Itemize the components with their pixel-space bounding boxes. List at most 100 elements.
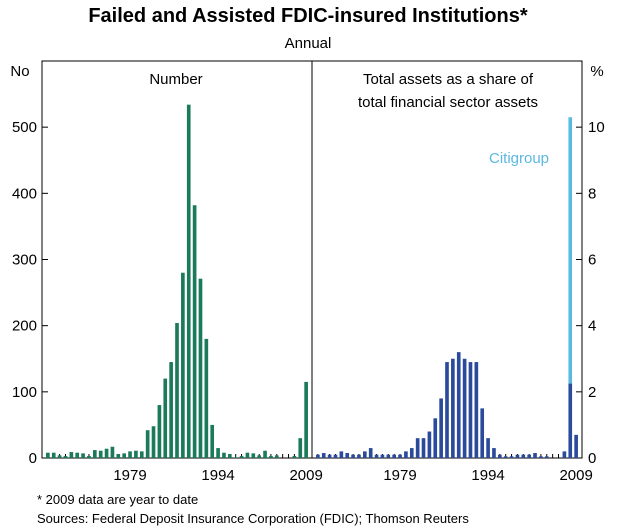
- left-bar-1980: [134, 450, 138, 458]
- right-panel-title-line-2: total financial sector assets: [358, 94, 538, 111]
- right-bar-2008: [568, 383, 573, 458]
- citigroup-bar-2008: [568, 117, 573, 384]
- left-bar-1969: [69, 452, 74, 458]
- left-y-tick-label: 200: [12, 318, 37, 335]
- left-bar-2004: [274, 455, 279, 458]
- left-y-tick-label: 300: [12, 252, 37, 269]
- left-bar-1975: [104, 448, 109, 458]
- right-y-axis: 0 2 4 6 8 10: [576, 119, 605, 467]
- right-bar-1999: [515, 454, 520, 458]
- right-bar-1977: [386, 454, 391, 458]
- right-bar-2001: [527, 454, 531, 458]
- right-x-tick-label: 2009: [559, 467, 592, 484]
- citigroup-annotation: Citigroup: [489, 150, 549, 167]
- right-bar-2007: [562, 451, 567, 458]
- sources: Sources: Federal Deposit Insurance Corpo…: [37, 511, 469, 526]
- right-bar-1972: [357, 454, 361, 458]
- right-bar-1966: [321, 453, 326, 458]
- right-bar-1994: [486, 438, 490, 458]
- left-y-tick-label: 500: [12, 119, 37, 136]
- left-bar-1988: [181, 272, 185, 458]
- left-bar-1976: [110, 446, 115, 458]
- left-bar-1979: [128, 451, 132, 458]
- left-y-axis: 0 100 200 300 400 500: [12, 119, 48, 467]
- right-y-tick-label: 10: [588, 119, 605, 136]
- right-bar-series: [316, 117, 578, 458]
- right-y-tick-label: 0: [588, 450, 596, 467]
- left-bar-1973: [93, 450, 97, 458]
- left-bar-1984: [157, 405, 162, 458]
- right-bar-2000: [521, 454, 526, 458]
- right-panel-title-line-1: Total assets as a share of: [363, 71, 534, 88]
- chart-title: Failed and Assisted FDIC-insured Institu…: [88, 5, 528, 27]
- left-y-tick-label: 400: [12, 185, 37, 202]
- left-bar-1971: [81, 453, 85, 458]
- left-bar-1998: [239, 456, 244, 458]
- right-bar-1989: [456, 352, 461, 458]
- right-bar-1965: [316, 454, 320, 458]
- left-bar-1986: [169, 362, 173, 458]
- right-bar-2002: [533, 453, 537, 458]
- right-bar-2009: [574, 434, 578, 458]
- left-bar-1992: [204, 338, 209, 458]
- right-bar-1975: [374, 454, 379, 458]
- left-bar-2000: [251, 453, 256, 458]
- left-bar-2001: [257, 455, 261, 458]
- left-x-tick-label: 2009: [289, 467, 322, 484]
- right-x-tick-label: 1994: [471, 467, 504, 484]
- left-bar-1972: [87, 456, 91, 458]
- left-bar-1999: [245, 452, 250, 458]
- right-bar-1993: [480, 408, 485, 458]
- right-bar-1983: [421, 438, 426, 458]
- left-bar-1977: [116, 454, 121, 458]
- right-bar-1990: [462, 358, 467, 458]
- right-bar-1981: [409, 448, 414, 458]
- right-bar-1997: [503, 456, 508, 458]
- left-bar-1966: [51, 452, 56, 458]
- right-y-tick-label: 2: [588, 384, 596, 401]
- right-bar-1980: [404, 451, 408, 458]
- right-bar-1984: [427, 431, 432, 458]
- right-bar-1967: [327, 454, 332, 458]
- left-bar-2003: [269, 456, 273, 458]
- left-bar-1968: [63, 456, 68, 458]
- right-bar-1974: [368, 448, 373, 458]
- right-bar-1992: [474, 362, 479, 458]
- right-bar-1973: [363, 451, 367, 458]
- left-bar-1983: [151, 426, 156, 458]
- left-bar-2009: [304, 381, 308, 458]
- right-bar-1979: [398, 454, 402, 458]
- right-bar-1991: [468, 362, 473, 458]
- left-bar-series: [46, 104, 308, 459]
- right-x-tick-label: 1979: [383, 467, 416, 484]
- left-axis-unit: No: [10, 63, 29, 80]
- chart-subtitle: Annual: [285, 35, 332, 52]
- right-bar-1998: [509, 456, 514, 458]
- left-bar-1981: [139, 451, 144, 458]
- left-bar-2002: [263, 450, 267, 458]
- left-bar-1978: [122, 453, 126, 458]
- left-bar-1997: [233, 457, 238, 458]
- right-y-tick-label: 8: [588, 185, 596, 202]
- left-y-tick-label: 0: [29, 450, 37, 467]
- left-panel-title: Number: [149, 71, 202, 88]
- left-bar-1965: [46, 452, 50, 458]
- left-x-tick-label: 1979: [113, 467, 146, 484]
- left-bar-2007: [292, 456, 297, 458]
- right-bar-1968: [333, 454, 338, 458]
- right-bar-1969: [339, 451, 344, 458]
- right-y-tick-label: 6: [588, 252, 596, 269]
- left-bar-1996: [228, 454, 232, 458]
- left-bar-1991: [198, 278, 203, 458]
- left-bar-1987: [175, 323, 179, 458]
- right-bar-1987: [445, 362, 449, 458]
- left-bar-1974: [98, 450, 103, 458]
- right-bar-1995: [492, 448, 496, 458]
- left-y-tick-label: 100: [12, 384, 37, 401]
- right-bar-1970: [345, 453, 350, 458]
- left-x-tick-label: 1994: [201, 467, 234, 484]
- left-bar-2008: [298, 438, 303, 458]
- right-axis-unit: %: [590, 63, 603, 80]
- right-y-tick-label: 4: [588, 318, 596, 335]
